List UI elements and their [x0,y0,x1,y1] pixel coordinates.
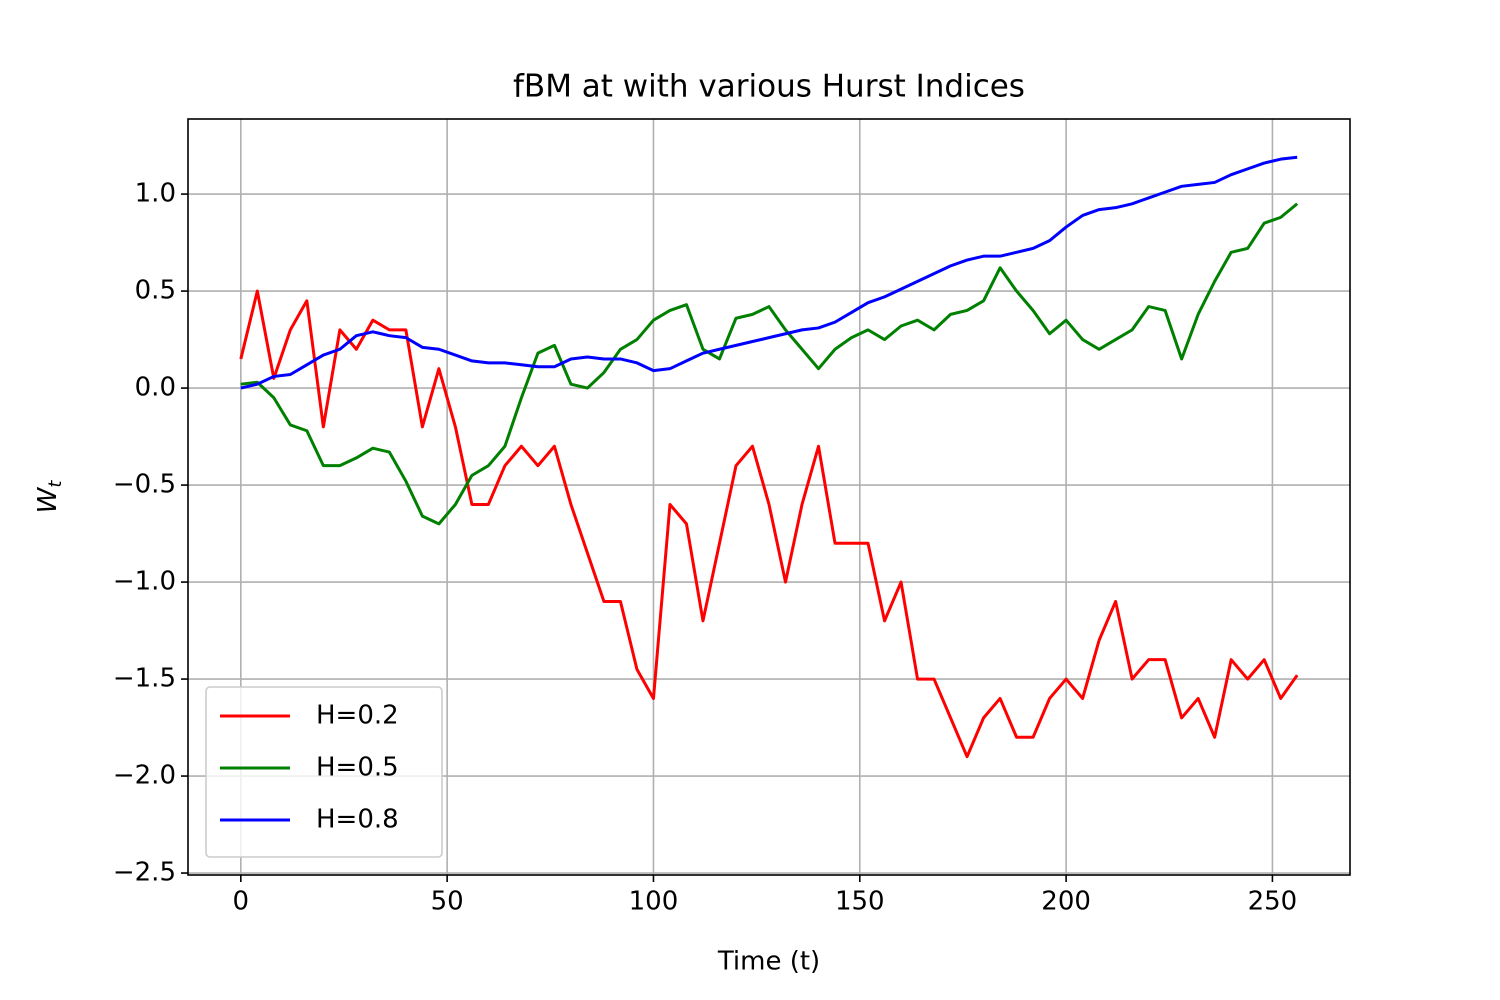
x-tick-label: 250 [1248,887,1298,917]
y-tick-label: −1.0 [113,567,176,597]
data-line [240,155,1298,390]
y-axis-label-main: W [33,486,63,513]
x-tick-label: 50 [431,887,464,917]
y-tick-label: 0.0 [135,373,176,403]
legend-box [205,686,443,858]
x-tick-label: 0 [233,887,250,917]
data-line [240,202,1299,526]
x-tick-label: 100 [629,887,679,917]
x-tick-label: 150 [835,887,885,917]
legend-label: H=0.2 [316,701,399,731]
y-tick-label: −2.0 [113,761,176,791]
chart-title: fBM at with various Hurst Indices [513,69,1025,105]
y-tick-label: −1.5 [113,664,176,694]
y-axis-label-sub: t [45,480,66,488]
x-axis-label: Time (t) [717,947,820,977]
legend-label: H=0.8 [316,805,399,835]
legend: H=0.2 H=0.5 H=0.8 [205,686,443,858]
y-tick-label: −2.5 [113,858,176,888]
y-tick-label: 1.0 [135,179,176,209]
legend-label: H=0.5 [316,753,399,783]
data-line [239,289,1299,759]
plot-frame [187,118,1351,876]
y-axis-label: Wt [33,480,67,514]
x-tick-label: 200 [1041,887,1091,917]
y-tick-label: 0.5 [135,276,176,306]
y-tick-label: −0.5 [113,470,176,500]
